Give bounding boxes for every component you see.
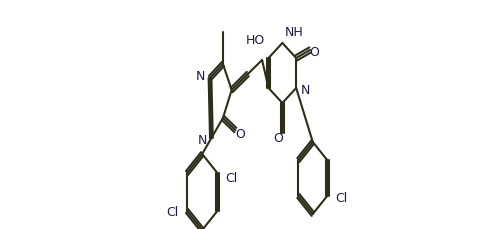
Text: Cl: Cl: [226, 172, 238, 185]
Text: N: N: [196, 69, 205, 82]
Text: N: N: [301, 85, 310, 98]
Text: O: O: [310, 46, 320, 58]
Text: N: N: [197, 134, 207, 147]
Text: O: O: [273, 133, 283, 145]
Text: NH: NH: [285, 27, 304, 39]
Text: Cl: Cl: [335, 193, 348, 205]
Text: Cl: Cl: [166, 207, 179, 220]
Text: HO: HO: [246, 33, 265, 46]
Text: O: O: [235, 128, 245, 141]
